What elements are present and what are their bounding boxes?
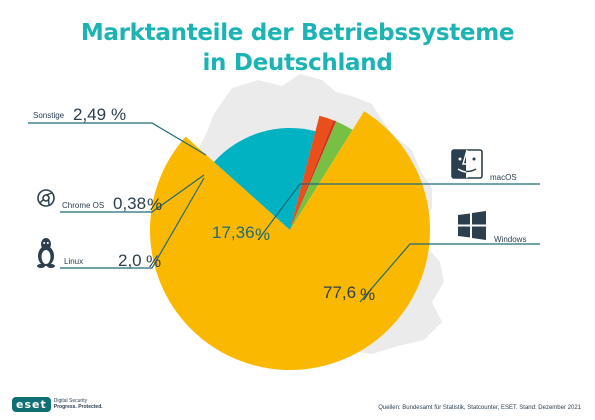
value-macos: 17,36	[212, 223, 255, 242]
chart-title-line-1: Marktanteile der Betriebssysteme	[80, 20, 515, 46]
pct-windows: %	[360, 285, 375, 304]
value-chromeos: 0,38	[113, 194, 146, 213]
chart-title-line-2: in Deutschland	[202, 50, 393, 76]
leader-line-macos	[257, 183, 540, 241]
leader-line-sonstige	[28, 122, 207, 156]
pie-slice-linux	[290, 115, 334, 230]
windows-logo-icon	[458, 211, 486, 240]
finder-face-icon	[451, 149, 483, 179]
pie-slice-sonstige	[290, 121, 353, 230]
label-windows: Windows	[494, 235, 526, 244]
leader-line-linux	[60, 177, 205, 269]
label-sonstige: Sonstige	[33, 111, 65, 120]
leader-line-windows	[359, 243, 540, 303]
eset-logo: eset Digital Security Progress. Protecte…	[12, 396, 103, 412]
pie-slice-macos	[214, 127, 316, 230]
value-sonstige: 2,49	[73, 105, 106, 124]
eset-tagline: Digital Security Progress. Protected.	[54, 398, 103, 410]
pct-sonstige: %	[111, 105, 126, 124]
value-windows: 77,6	[323, 283, 356, 302]
label-linux: Linux	[64, 257, 83, 266]
tux-penguin-icon	[37, 238, 55, 268]
pie-slice-windows	[150, 111, 431, 370]
pie-slice-chrome-os	[290, 120, 337, 230]
eset-logo-mark: eset	[12, 396, 51, 412]
pct-linux: %	[146, 252, 161, 271]
source-note: Quellen: Bundesamt für Statistik, Statco…	[378, 405, 581, 411]
eset-tagline-line-2: Progress. Protected.	[53, 404, 103, 410]
pct-macos: %	[255, 225, 270, 244]
eset-tagline-line-1: Digital Security	[53, 398, 88, 404]
label-macos: macOS	[490, 173, 517, 182]
pct-chromeos: %	[147, 195, 162, 214]
chrome-logo-icon	[37, 189, 55, 207]
value-linux: 2,0	[118, 251, 142, 270]
label-chromeos: Chrome OS	[62, 201, 104, 210]
leader-line-chromeos	[60, 174, 205, 213]
